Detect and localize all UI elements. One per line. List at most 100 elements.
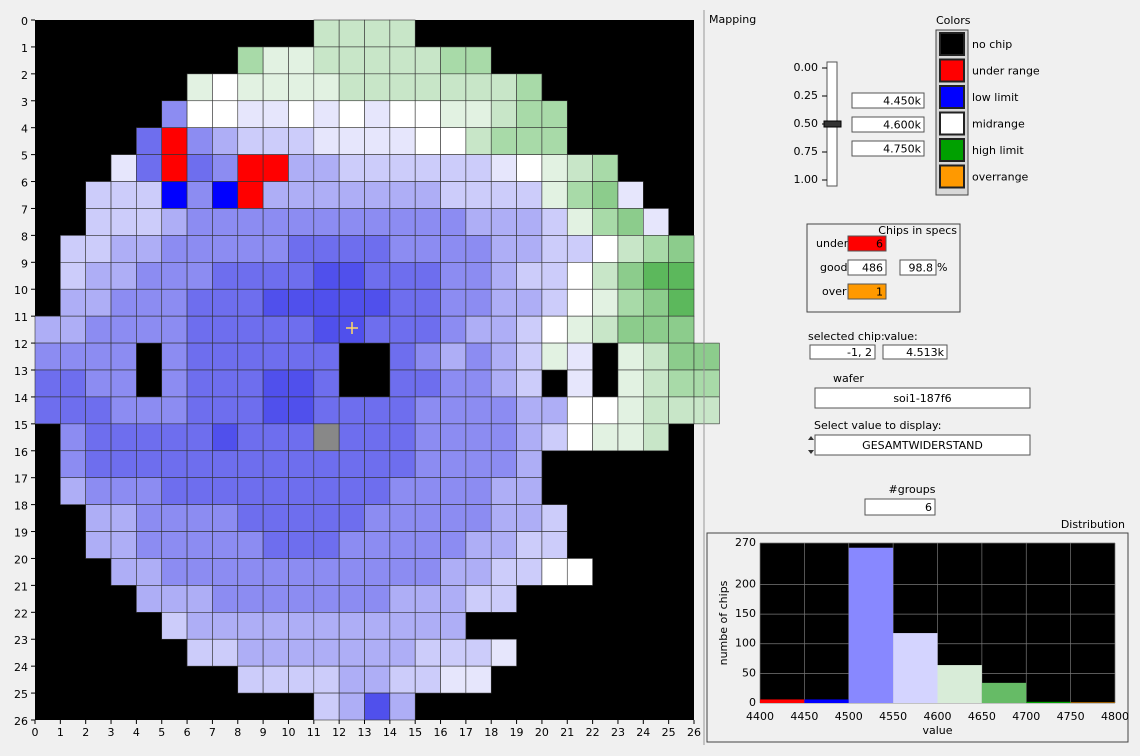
color-swatch[interactable] — [939, 58, 965, 83]
chip-cell[interactable] — [516, 235, 543, 263]
chip-cell[interactable] — [516, 558, 543, 586]
chip-cell[interactable] — [566, 288, 593, 317]
chip-cell[interactable] — [364, 396, 391, 425]
chip-cell[interactable] — [389, 558, 416, 586]
chip-cell[interactable] — [490, 288, 517, 317]
chip-cell[interactable] — [364, 181, 391, 209]
chip-cell[interactable] — [212, 638, 239, 667]
chip-cell[interactable] — [237, 342, 264, 371]
color-swatch[interactable] — [939, 164, 965, 189]
chip-cell[interactable] — [465, 665, 492, 694]
chip-cell[interactable] — [262, 585, 289, 613]
chip-cell[interactable] — [668, 315, 695, 344]
chip-cell[interactable] — [465, 46, 492, 75]
chip-cell[interactable] — [237, 127, 264, 155]
chip-cell[interactable] — [465, 558, 492, 586]
chip-cell[interactable] — [389, 288, 416, 317]
chip-cell[interactable] — [440, 73, 467, 102]
chip-cell[interactable] — [186, 531, 213, 559]
chip-cell[interactable] — [389, 665, 416, 694]
chip-cell[interactable] — [186, 638, 213, 667]
chip-cell[interactable] — [237, 154, 264, 182]
chip-cell[interactable] — [136, 315, 163, 344]
chip-cell[interactable] — [288, 531, 315, 559]
chip-cell[interactable] — [262, 423, 289, 452]
chip-cell[interactable] — [161, 342, 188, 371]
chip-cell[interactable] — [338, 504, 365, 532]
chip-cell[interactable] — [262, 127, 289, 155]
wafer-name-box[interactable] — [814, 387, 1031, 409]
chip-cell[interactable] — [136, 235, 163, 263]
chip-cell[interactable] — [617, 315, 644, 344]
chip-cell[interactable] — [440, 154, 467, 182]
chip-cell[interactable] — [237, 46, 264, 75]
chip-cell[interactable] — [186, 288, 213, 317]
chip-cell[interactable] — [186, 585, 213, 613]
chip-cell[interactable] — [440, 450, 467, 478]
chip-cell[interactable] — [516, 369, 543, 398]
chip-cell[interactable] — [262, 342, 289, 371]
chip-cell[interactable] — [110, 208, 137, 236]
chip-cell[interactable] — [313, 450, 340, 478]
chip-cell[interactable] — [262, 288, 289, 317]
chip-cell[interactable] — [212, 504, 239, 532]
chip-cell[interactable] — [414, 585, 441, 613]
color-swatch[interactable] — [939, 111, 965, 136]
chip-cell[interactable] — [262, 396, 289, 425]
chip-cell[interactable] — [364, 504, 391, 532]
chip-cell[interactable] — [288, 369, 315, 398]
chip-cell[interactable] — [414, 369, 441, 398]
chip-cell[interactable] — [110, 181, 137, 209]
chip-cell[interactable] — [592, 288, 619, 317]
chip-cell[interactable] — [313, 154, 340, 182]
chip-cell[interactable] — [389, 369, 416, 398]
chip-cell[interactable] — [566, 154, 593, 182]
chip-cell[interactable] — [516, 181, 543, 209]
chip-cell[interactable] — [364, 154, 391, 182]
chip-cell[interactable] — [136, 504, 163, 532]
chip-cell[interactable] — [440, 369, 467, 398]
chip-cell[interactable] — [617, 288, 644, 317]
chip-cell[interactable] — [516, 208, 543, 236]
chip-cell[interactable] — [440, 127, 467, 155]
chip-cell[interactable] — [161, 585, 188, 613]
chip-cell[interactable] — [592, 423, 619, 452]
chip-cell[interactable] — [490, 100, 517, 128]
chip-cell[interactable] — [566, 369, 593, 398]
chip-cell[interactable] — [161, 315, 188, 344]
chip-cell[interactable] — [465, 235, 492, 263]
chip-cell[interactable] — [288, 181, 315, 209]
chip-cell[interactable] — [161, 477, 188, 505]
chip-cell[interactable] — [338, 450, 365, 478]
chip-cell[interactable] — [414, 450, 441, 478]
chip-cell[interactable] — [643, 342, 669, 371]
chip-cell[interactable] — [541, 100, 568, 128]
chip-cell[interactable] — [60, 369, 86, 398]
chip-cell[interactable] — [643, 235, 669, 263]
chip-cell[interactable] — [262, 100, 289, 128]
chip-cell[interactable] — [389, 19, 416, 48]
chip-cell[interactable] — [364, 665, 391, 694]
chip-cell[interactable] — [440, 423, 467, 452]
chip-cell[interactable] — [313, 262, 340, 290]
chip-cell[interactable] — [440, 235, 467, 263]
chip-cell[interactable] — [364, 531, 391, 559]
chip-cell[interactable] — [313, 127, 340, 155]
chip-cell[interactable] — [440, 612, 467, 640]
chip-cell[interactable] — [237, 477, 264, 505]
chip-cell[interactable] — [313, 423, 340, 452]
chip-cell[interactable] — [389, 342, 416, 371]
chip-cell[interactable] — [490, 477, 517, 505]
chip-cell[interactable] — [364, 127, 391, 155]
chip-cell[interactable] — [414, 127, 441, 155]
chip-cell[interactable] — [693, 342, 720, 371]
chip-cell[interactable] — [110, 504, 137, 532]
chip-cell[interactable] — [313, 100, 340, 128]
chip-cell[interactable] — [288, 450, 315, 478]
chip-cell[interactable] — [566, 396, 593, 425]
chip-cell[interactable] — [313, 531, 340, 559]
chip-cell[interactable] — [643, 208, 669, 236]
chip-cell[interactable] — [34, 396, 61, 425]
chip-cell[interactable] — [212, 127, 239, 155]
chip-cell[interactable] — [364, 100, 391, 128]
